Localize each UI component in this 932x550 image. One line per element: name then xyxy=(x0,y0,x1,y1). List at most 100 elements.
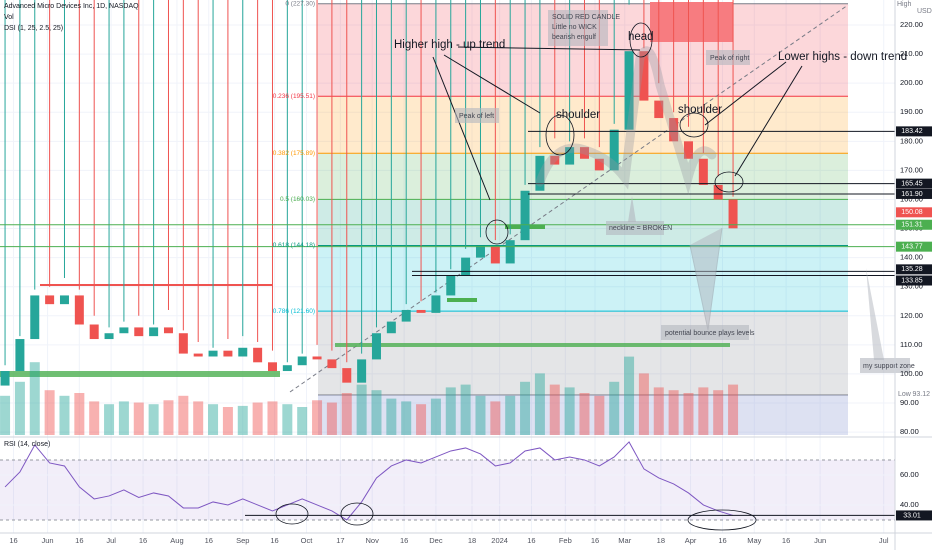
candle-body xyxy=(550,155,560,165)
pointer xyxy=(866,268,884,360)
volume-bar xyxy=(148,404,159,435)
fib-label: 0.618 (144.18) xyxy=(273,242,315,249)
level-tag xyxy=(896,264,932,275)
volume-bar xyxy=(252,402,263,435)
candle-body xyxy=(178,333,188,354)
level-tag xyxy=(896,188,932,199)
x-tick-label: Apr xyxy=(685,536,697,545)
circle xyxy=(629,22,653,58)
volume-bar xyxy=(713,390,724,435)
fib-zone xyxy=(318,311,848,395)
rsi-tick-label: 40.00 xyxy=(900,500,919,509)
candle-body xyxy=(149,327,159,337)
volume-bar xyxy=(698,387,709,435)
circle xyxy=(275,503,309,525)
decoration-layer xyxy=(0,2,849,393)
y-tick-label: 170.00 xyxy=(900,165,923,174)
candle-body xyxy=(59,295,69,305)
volume-bar xyxy=(222,407,233,435)
candle-body xyxy=(698,158,708,185)
low-value: 93.12 xyxy=(912,391,930,398)
volume-bar xyxy=(59,395,70,435)
volume-bar xyxy=(416,404,427,435)
candle-body xyxy=(312,356,322,360)
indicator-label: DSI (1, 25, 2.5, 25) xyxy=(4,25,63,32)
y-tick-label: 80.00 xyxy=(900,427,919,436)
volume-bar xyxy=(208,404,219,435)
volume-bar xyxy=(430,398,441,435)
level-label: 165.45 xyxy=(901,180,923,187)
volume-bar xyxy=(356,384,367,435)
indicator-bar xyxy=(447,298,477,302)
candle-body xyxy=(520,190,530,241)
circle xyxy=(340,502,374,526)
y-tick-label: 120.00 xyxy=(900,311,923,320)
annotation: my support zone xyxy=(863,363,915,370)
candle-body xyxy=(0,371,10,386)
price-tag xyxy=(896,207,932,218)
annotation: Little no WICK xyxy=(552,24,597,31)
volume-bar xyxy=(609,381,620,435)
y-tick-label: 100.00 xyxy=(900,369,923,378)
x-tick-label: 16 xyxy=(139,536,147,545)
volume-label: Vol xyxy=(4,14,14,21)
rsi-title: RSI (14, close) xyxy=(4,441,50,448)
candle-body xyxy=(74,295,84,325)
level-label: 135.28 xyxy=(901,266,923,273)
note-box xyxy=(860,358,910,373)
annotation: Lower highs - down trend xyxy=(778,51,907,63)
volume-bar xyxy=(534,373,545,435)
volume-bar xyxy=(371,390,382,435)
candle-body xyxy=(713,184,723,200)
volume-bar xyxy=(282,404,293,435)
volume-bar xyxy=(163,400,174,435)
volume-bar xyxy=(460,384,471,435)
candle-body xyxy=(594,158,604,171)
x-tick-label: 18 xyxy=(657,536,665,545)
level-tag xyxy=(896,126,932,137)
candle-body xyxy=(535,155,545,191)
annotation: head xyxy=(628,31,654,43)
x-tick-label: Jul xyxy=(106,536,116,545)
volume-bar xyxy=(74,393,85,435)
volume-bar xyxy=(386,398,397,435)
x-tick-label: 16 xyxy=(591,536,599,545)
level-tag xyxy=(896,178,932,189)
annotation: Higher high - up trend xyxy=(394,39,505,51)
candle-body xyxy=(282,365,292,372)
x-tick-label: May xyxy=(747,536,761,545)
candle-body xyxy=(342,368,352,383)
candle-body xyxy=(609,129,619,171)
candle-body xyxy=(223,350,233,357)
rsi-tag xyxy=(896,510,932,521)
y-tick-label: 110.00 xyxy=(900,340,922,349)
rsi-tick-label: 60.00 xyxy=(900,470,919,479)
candle-body xyxy=(683,141,693,159)
fib-zone xyxy=(318,245,848,312)
volume-bar xyxy=(178,395,189,435)
volume-bar xyxy=(341,393,352,435)
level-label: 183.42 xyxy=(901,128,923,135)
candle-body xyxy=(193,353,203,357)
candle-body xyxy=(624,51,634,130)
volume-bar xyxy=(89,401,100,435)
volume-zone xyxy=(318,394,848,435)
candle-body xyxy=(15,339,25,372)
volume-bar xyxy=(490,401,501,435)
level-tag xyxy=(896,275,932,286)
volume-bar xyxy=(475,395,486,435)
level-tag xyxy=(896,241,932,252)
volume-bar xyxy=(118,401,129,435)
volume-bar xyxy=(104,404,115,435)
trend-line xyxy=(289,4,849,393)
x-tick-label: Jun xyxy=(814,536,826,545)
candle-body xyxy=(475,245,485,258)
annotation: Peak of left xyxy=(459,113,494,120)
annotation: bearish engulf xyxy=(552,34,596,41)
level-label: 151.31 xyxy=(901,222,923,229)
candle-body xyxy=(163,327,173,334)
y-tick-label: 130.00 xyxy=(900,282,923,291)
chart-title: Advanced Micro Devices Inc, 1D, NASDAQ xyxy=(4,3,139,10)
circle xyxy=(679,112,709,138)
